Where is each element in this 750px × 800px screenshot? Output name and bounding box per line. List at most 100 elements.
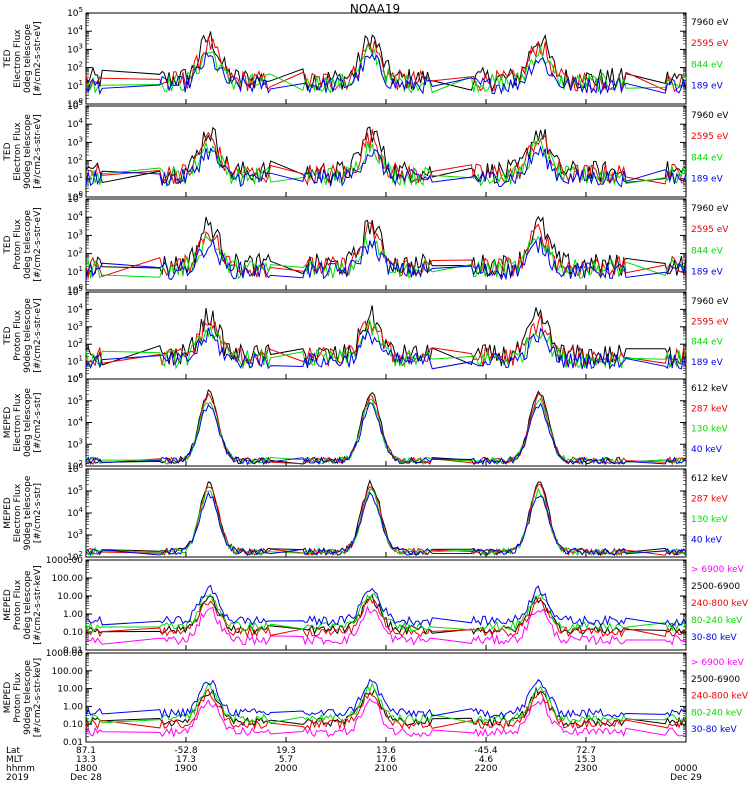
x-tick-label: Dec 28 xyxy=(70,773,102,783)
legend-entry: > 6900 keV xyxy=(691,658,745,668)
x-tick-label: 2000 xyxy=(275,764,298,774)
legend-entry: 844 eV xyxy=(691,153,724,163)
series-line xyxy=(85,397,687,466)
y-tick-label: 104 xyxy=(67,302,83,315)
series-line xyxy=(85,36,687,93)
x-tick-label: 87.1 xyxy=(76,746,96,756)
series-line xyxy=(85,592,687,633)
y-axis-label: [#/cm2-s-str] xyxy=(33,392,43,452)
series-line xyxy=(85,215,687,278)
y-tick-label: 103 xyxy=(67,528,83,541)
legend-entry: 30-80 keV xyxy=(691,633,737,643)
y-tick-label: 100 xyxy=(67,97,83,110)
x-tick-label: 2300 xyxy=(575,764,598,774)
y-tick-label: 0.10 xyxy=(63,628,83,638)
y-axis-label: 0deg telescope xyxy=(23,210,33,280)
legend-entry: 7960 eV xyxy=(691,297,729,307)
y-axis-label: [#/cm2-s-str-keV] xyxy=(33,565,43,644)
x-tick-label: 13.3 xyxy=(76,755,96,765)
x-tick-label: 17.6 xyxy=(376,755,396,765)
legend-entry: 287 keV xyxy=(691,404,728,414)
y-tick-label: 105 xyxy=(67,484,83,497)
y-tick-label: 0.10 xyxy=(63,720,83,730)
y-tick-label: 103 xyxy=(67,42,83,55)
y-tick-label: 106 xyxy=(67,372,83,385)
y-tick-label: 104 xyxy=(67,210,83,223)
y-axis-label: MEPED xyxy=(3,497,13,529)
legend-entry: 80-240 keV xyxy=(691,708,743,718)
y-tick-label: 106 xyxy=(67,462,83,475)
x-row-label: hhmm xyxy=(6,764,35,774)
y-axis-label: Proton Flux xyxy=(13,219,23,270)
y-axis-label: Electron Flux xyxy=(13,393,23,452)
legend-entry: 2595 eV xyxy=(691,225,729,235)
series-line xyxy=(85,389,687,465)
y-tick-label: 100.00 xyxy=(52,667,84,677)
y-tick-label: 101 xyxy=(67,172,83,185)
series-line xyxy=(85,126,687,184)
legend-entry: 612 keV xyxy=(691,474,728,484)
legend-entry: 612 keV xyxy=(691,384,728,394)
y-tick-label: 101 xyxy=(67,355,83,368)
legend-entry: 844 eV xyxy=(691,60,724,70)
legend-entry: 287 keV xyxy=(691,495,728,505)
series-line xyxy=(85,484,687,557)
legend-entry: 189 eV xyxy=(691,175,724,185)
y-tick-label: 105 xyxy=(67,394,83,407)
panel-frame xyxy=(85,198,687,291)
legend-entry: 2500-6900 xyxy=(691,675,740,685)
y-axis-label: TED xyxy=(3,49,13,68)
x-tick-label: Dec 29 xyxy=(670,773,702,783)
y-tick-label: 100 xyxy=(67,372,83,385)
y-axis-label: [#/cm2-s-str-eV] xyxy=(33,298,43,373)
series-line xyxy=(85,682,687,725)
x-tick-label: 5.7 xyxy=(279,755,293,765)
y-tick-label: 0.01 xyxy=(63,738,83,748)
legend-entry: > 6900 keV xyxy=(691,565,745,575)
y-axis-label: Electron Flux xyxy=(13,29,23,88)
y-tick-label: 105 xyxy=(67,6,83,19)
legend-entry: 80-240 keV xyxy=(691,616,743,626)
x-tick-label: 1900 xyxy=(175,764,198,774)
y-tick-label: 0.01 xyxy=(63,646,83,656)
y-tick-label: 105 xyxy=(67,192,83,205)
y-tick-label: 101 xyxy=(67,265,83,278)
x-tick-label: 17.3 xyxy=(176,755,196,765)
y-axis-label: TED xyxy=(3,235,13,254)
y-tick-label: 102 xyxy=(67,154,83,167)
legend-entry: 189 eV xyxy=(691,268,724,278)
y-tick-label: 104 xyxy=(67,506,83,519)
x-row-label: Lat xyxy=(6,746,21,756)
panel-frame xyxy=(85,378,687,467)
legend-entry: 240-800 keV xyxy=(691,692,749,702)
y-tick-label: 1.00 xyxy=(63,702,83,712)
series-line xyxy=(85,678,687,719)
x-tick-label: 2200 xyxy=(475,764,498,774)
x-tick-label: 19.3 xyxy=(276,746,296,756)
y-axis-label: [#/cm2-s-str] xyxy=(33,483,43,543)
legend-entry: 2595 eV xyxy=(691,317,729,327)
y-tick-label: 10.00 xyxy=(57,592,83,602)
y-axis-label: 0deg telescope xyxy=(23,24,33,94)
series-line xyxy=(85,402,687,466)
x-tick-label: -45.4 xyxy=(474,746,498,756)
y-axis-label: [#/cm2-s-str-keV] xyxy=(33,658,43,737)
x-row-label: 2019 xyxy=(6,773,29,783)
series-line xyxy=(85,129,687,187)
x-tick-label: 4.6 xyxy=(479,755,494,765)
legend-entry: 7960 eV xyxy=(691,111,729,121)
y-tick-label: 103 xyxy=(67,228,83,241)
y-axis-label: 90deg telescope xyxy=(23,114,33,189)
y-axis-label: TED xyxy=(3,142,13,161)
y-tick-label: 102 xyxy=(67,550,83,563)
series-line xyxy=(85,605,687,646)
x-tick-label: 15.3 xyxy=(576,755,596,765)
y-tick-label: 104 xyxy=(67,117,83,130)
x-tick-label: 72.7 xyxy=(576,746,596,756)
y-tick-label: 100.00 xyxy=(52,574,84,584)
x-row-label: MLT xyxy=(6,755,24,765)
series-line xyxy=(85,688,687,731)
x-tick-label: -52.8 xyxy=(174,746,198,756)
y-axis-label: Proton Flux xyxy=(13,579,23,630)
